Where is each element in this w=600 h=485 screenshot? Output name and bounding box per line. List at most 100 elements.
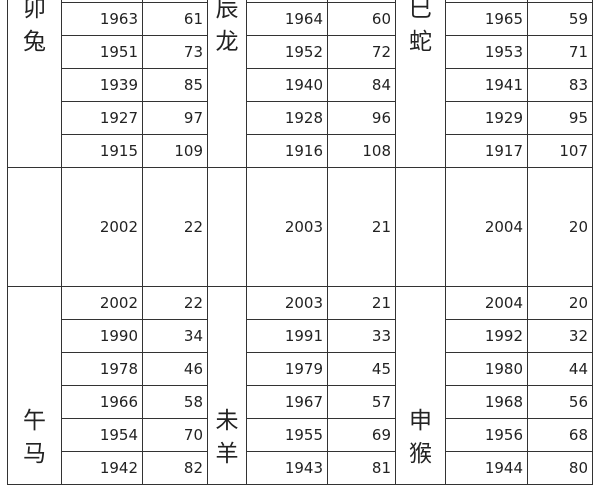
table-row: 1966 58 1967 57 1968 56 (8, 385, 593, 419)
table-row: 1915 109 1916 108 1917 107 (8, 134, 593, 168)
zodiac-cell: 午马 (7, 286, 62, 485)
zodiac-label: 龙 (215, 29, 239, 55)
year-cell: 1954 (61, 418, 143, 452)
age-cell: 60 (327, 2, 396, 36)
age-cell: 59 (527, 2, 593, 36)
table-row: 午马 2002 22 未羊 2003 21 申猴 2004 20 (7, 286, 593, 485)
zodiac-label: 兔 (23, 29, 46, 55)
year-cell: 1968 (445, 385, 528, 419)
table-row: 1978 46 1979 45 1980 44 (8, 352, 593, 386)
table-row: 1954 70 1955 69 1956 68 (8, 418, 593, 452)
year-cell: 1963 (61, 2, 143, 36)
age-cell: 58 (142, 385, 208, 419)
year-cell: 1951 (61, 35, 143, 69)
year-cell: 1928 (246, 101, 328, 135)
zodiac-label: 午 (23, 408, 46, 434)
year-cell: 1992 (445, 319, 528, 353)
year-cell: 1952 (246, 35, 328, 69)
zodiac-label: 马 (23, 441, 46, 467)
year-cell: 1915 (61, 134, 143, 168)
age-cell: 96 (327, 101, 396, 135)
age-cell: 70 (142, 418, 208, 452)
year-cell: 1965 (445, 2, 528, 36)
table-row: 1927 97 1928 96 1929 95 (8, 101, 593, 135)
year-cell: 1979 (246, 352, 328, 386)
age-cell: 85 (142, 68, 208, 102)
year-cell: 2003 (246, 286, 328, 320)
year-cell: 2004 (445, 286, 528, 320)
age-cell: 109 (142, 134, 208, 168)
zodiac-cell: 申猴 (395, 286, 446, 485)
year-cell: 1955 (246, 418, 328, 452)
zodiac-cell (7, 167, 62, 287)
age-cell: 73 (142, 35, 208, 69)
year-cell: 1943 (246, 451, 328, 485)
year-cell: 1940 (246, 68, 328, 102)
year-cell: 1956 (445, 418, 528, 452)
year-cell: 2003 (246, 167, 328, 287)
zodiac-label: 申 (409, 408, 432, 434)
year-cell: 1927 (61, 101, 143, 135)
age-cell: 20 (527, 286, 593, 320)
age-cell: 107 (527, 134, 593, 168)
table-row: 2002 22 2003 21 2004 20 (7, 167, 593, 287)
year-cell: 1916 (246, 134, 328, 168)
year-cell: 1980 (445, 352, 528, 386)
zodiac-label: 辰 (215, 0, 239, 22)
table-row: 1990 34 1991 33 1992 32 (8, 319, 593, 353)
table-row: 1942 82 1943 81 1944 80 (8, 451, 593, 485)
zodiac-age-table: 卯兔辰龙巳蛇 1963 61 1964 60 1965 59 1951 73 1952 72 1953… (7, 0, 593, 485)
age-cell: 71 (527, 35, 593, 69)
table-row: 1939 85 1940 84 1941 83 (8, 68, 593, 102)
age-cell: 82 (142, 451, 208, 485)
year-cell: 1942 (61, 451, 143, 485)
year-cell: 1964 (246, 2, 328, 36)
zodiac-label: 猴 (409, 441, 432, 467)
year-cell: 1966 (61, 385, 143, 419)
age-cell: 21 (327, 286, 396, 320)
year-cell: 1941 (445, 68, 528, 102)
age-cell: 44 (527, 352, 593, 386)
zodiac-cell (207, 167, 247, 287)
age-cell: 61 (142, 2, 208, 36)
year-cell: 1967 (246, 385, 328, 419)
year-cell: 2002 (61, 286, 143, 320)
age-cell: 21 (327, 167, 396, 287)
zodiac-label: 蛇 (409, 29, 432, 55)
year-cell: 1991 (246, 319, 328, 353)
table-row: 1951 73 1952 72 1953 71 (8, 35, 593, 69)
age-cell: 33 (327, 319, 396, 353)
age-cell: 69 (327, 418, 396, 452)
zodiac-cell: 未羊 (207, 286, 247, 485)
zodiac-label: 卯 (23, 0, 46, 22)
year-cell: 1978 (61, 352, 143, 386)
age-cell: 45 (327, 352, 396, 386)
age-cell: 81 (327, 451, 396, 485)
year-cell: 1917 (445, 134, 528, 168)
age-cell: 97 (142, 101, 208, 135)
age-cell: 46 (142, 352, 208, 386)
year-cell: 1929 (445, 101, 528, 135)
age-cell: 20 (527, 167, 593, 287)
age-cell: 22 (142, 167, 208, 287)
age-cell: 22 (142, 286, 208, 320)
age-cell: 84 (327, 68, 396, 102)
zodiac-cell: 辰龙 (207, 0, 247, 168)
age-cell: 57 (327, 385, 396, 419)
age-cell: 56 (527, 385, 593, 419)
age-cell: 68 (527, 418, 593, 452)
age-cell: 34 (142, 319, 208, 353)
age-cell: 32 (527, 319, 593, 353)
year-cell: 2002 (61, 167, 143, 287)
zodiac-cell: 卯兔 (7, 0, 62, 168)
age-cell: 95 (527, 101, 593, 135)
age-cell: 72 (327, 35, 396, 69)
zodiac-label: 未 (215, 408, 239, 434)
year-cell: 1944 (445, 451, 528, 485)
age-cell: 83 (527, 68, 593, 102)
year-cell: 1990 (61, 319, 143, 353)
zodiac-cell: 巳蛇 (395, 0, 446, 168)
age-cell: 80 (527, 451, 593, 485)
year-cell: 1953 (445, 35, 528, 69)
age-cell: 108 (327, 134, 396, 168)
